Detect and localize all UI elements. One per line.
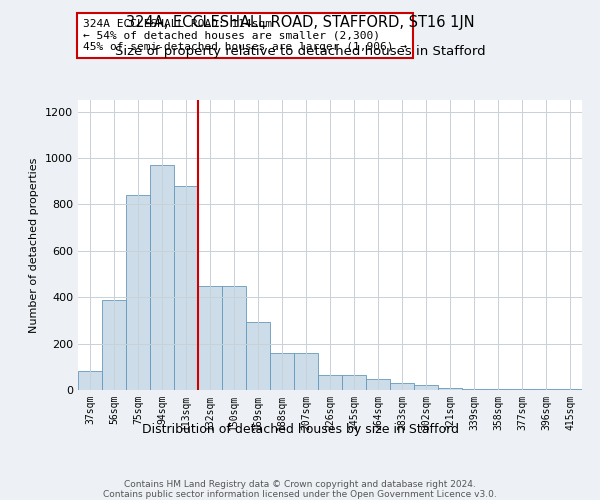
Bar bbox=[246, 322, 270, 390]
Bar bbox=[222, 286, 246, 390]
Y-axis label: Number of detached properties: Number of detached properties bbox=[29, 158, 40, 332]
Bar bbox=[414, 385, 438, 390]
Text: 324A, ECCLESHALL ROAD, STAFFORD, ST16 1JN: 324A, ECCLESHALL ROAD, STAFFORD, ST16 1J… bbox=[125, 15, 475, 30]
Bar bbox=[486, 389, 510, 390]
Bar bbox=[558, 389, 582, 390]
Text: Size of property relative to detached houses in Stafford: Size of property relative to detached ho… bbox=[115, 45, 485, 58]
Bar bbox=[366, 379, 390, 390]
Bar bbox=[390, 383, 414, 390]
Bar bbox=[198, 286, 222, 390]
Text: Distribution of detached houses by size in Stafford: Distribution of detached houses by size … bbox=[142, 422, 458, 436]
Bar bbox=[294, 353, 318, 390]
Bar bbox=[270, 353, 294, 390]
Bar bbox=[126, 195, 150, 390]
Bar bbox=[534, 389, 558, 390]
Bar bbox=[462, 389, 486, 390]
Bar bbox=[174, 186, 198, 390]
Bar bbox=[102, 300, 126, 390]
Bar bbox=[438, 388, 462, 390]
Bar bbox=[318, 375, 342, 390]
Bar bbox=[150, 165, 174, 390]
Text: Contains HM Land Registry data © Crown copyright and database right 2024.
Contai: Contains HM Land Registry data © Crown c… bbox=[103, 480, 497, 500]
Bar bbox=[510, 389, 534, 390]
Bar bbox=[342, 375, 366, 390]
Bar bbox=[78, 372, 102, 390]
Text: 324A ECCLESHALL ROAD: 114sqm
← 54% of detached houses are smaller (2,300)
45% of: 324A ECCLESHALL ROAD: 114sqm ← 54% of de… bbox=[83, 19, 407, 52]
